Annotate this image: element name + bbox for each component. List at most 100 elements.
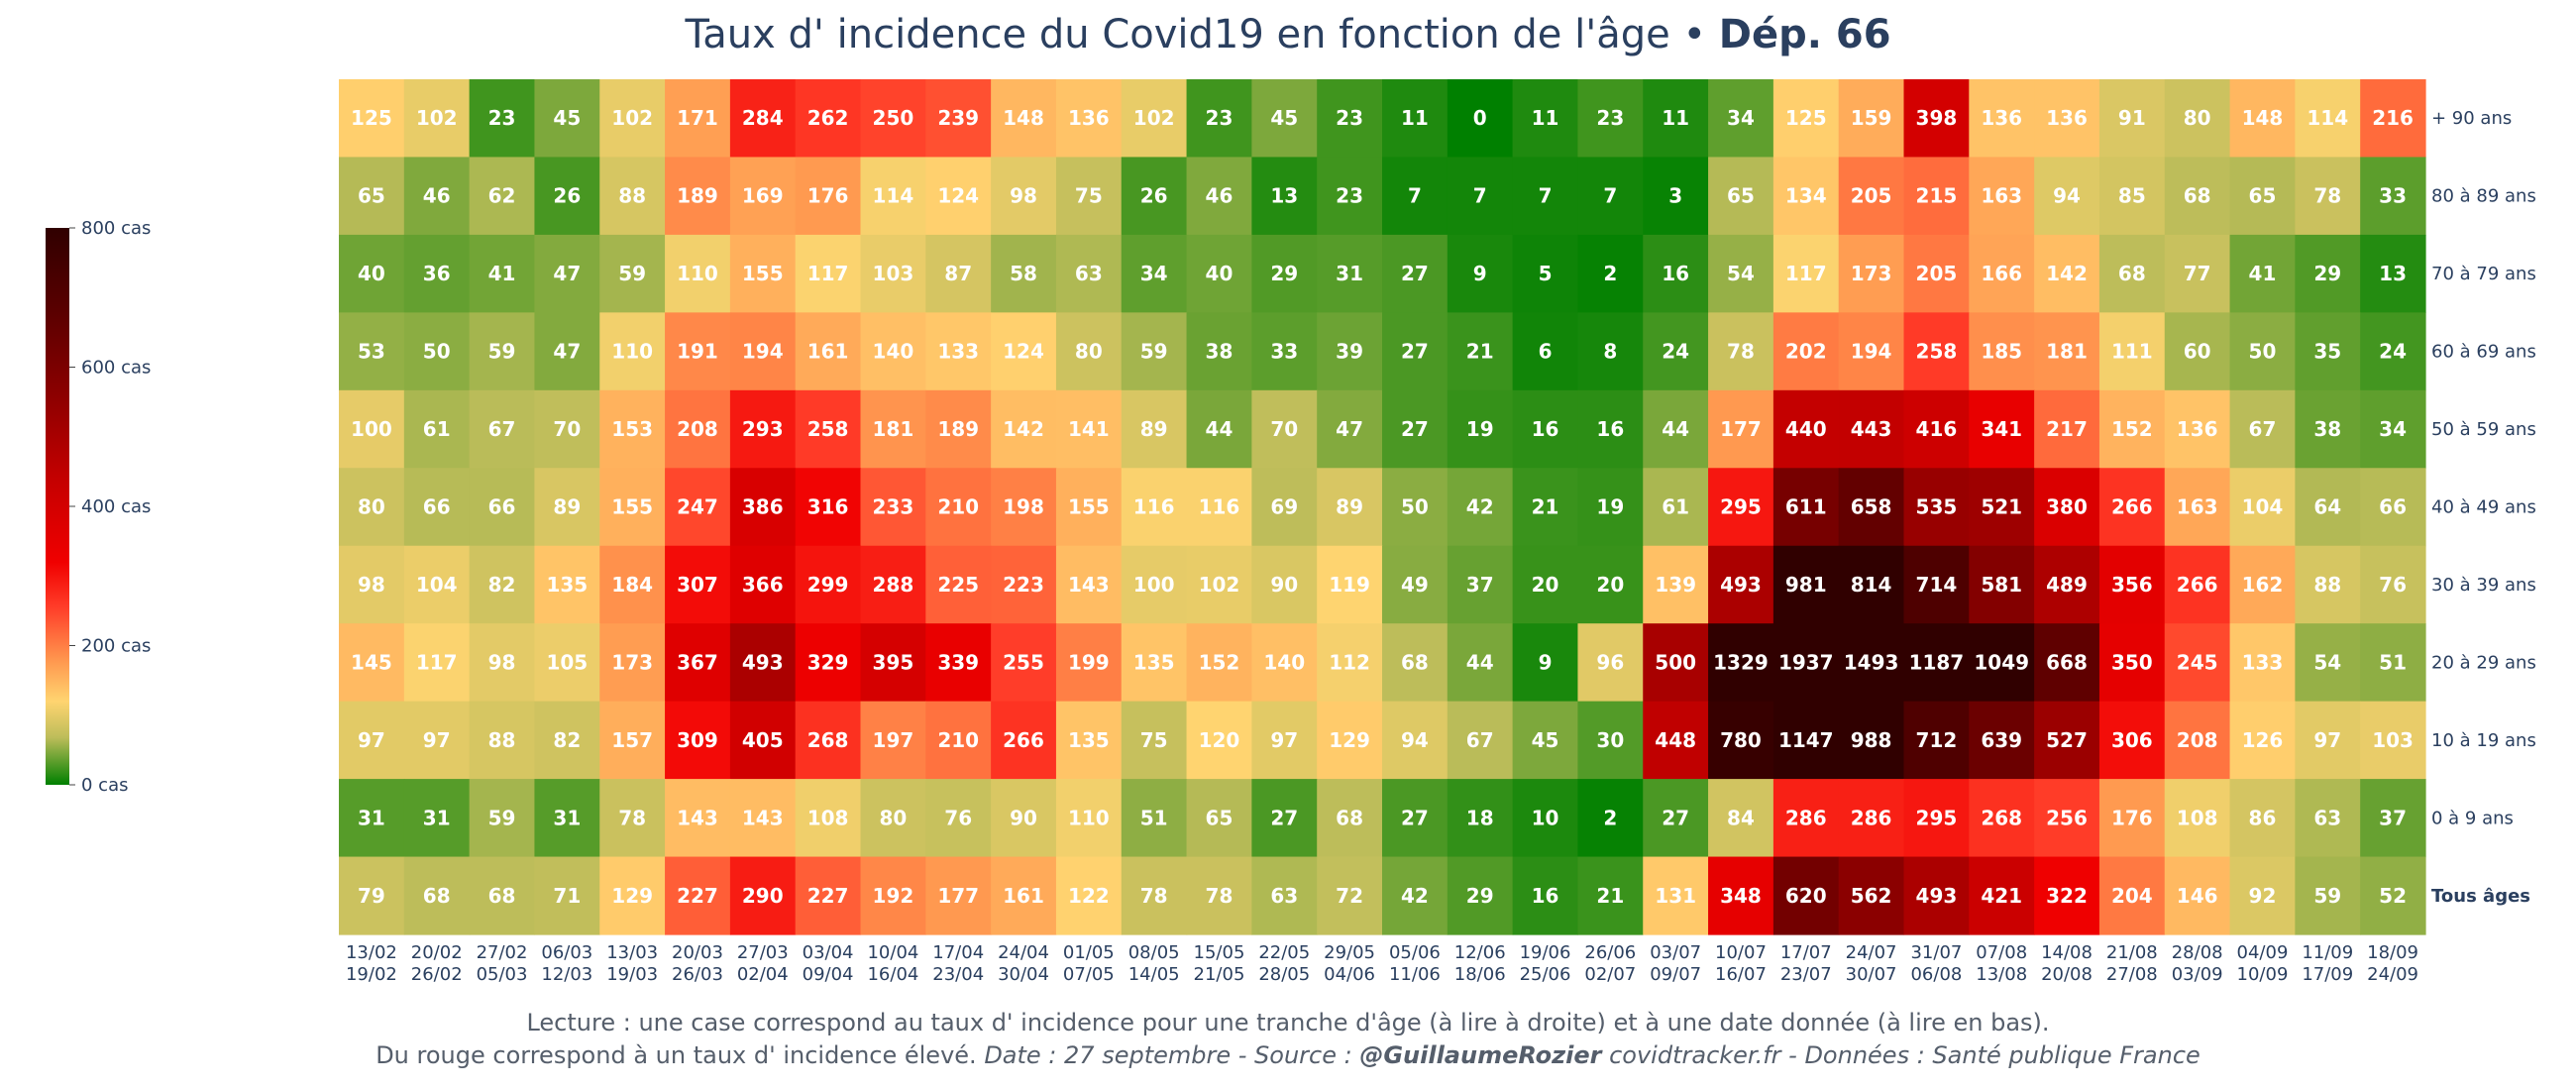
heatmap-cell xyxy=(1838,779,1905,858)
cell-value-label: 247 xyxy=(677,495,718,519)
cell-value-label: 189 xyxy=(677,184,718,208)
heatmap-cell xyxy=(1251,779,1318,858)
x-tick-label: 18/09 24/09 xyxy=(2367,942,2418,985)
cell-value-label: 125 xyxy=(351,106,392,130)
heatmap-cell xyxy=(2229,779,2296,858)
cell-value-label: 45 xyxy=(1532,728,1559,752)
cell-value-label: 92 xyxy=(2249,884,2277,908)
heatmap-cell xyxy=(1447,234,1514,313)
cell-value-label: 208 xyxy=(677,417,718,441)
cell-value-label: 79 xyxy=(358,884,385,908)
cell-value-label: 52 xyxy=(2379,884,2407,908)
cell-value-label: 161 xyxy=(1003,884,1044,908)
heatmap-cell xyxy=(469,779,536,858)
heatmap-cell xyxy=(860,545,926,624)
heatmap-cell xyxy=(2034,856,2100,935)
heatmap-cell xyxy=(729,389,797,469)
cell-value-label: 88 xyxy=(2313,573,2341,597)
heatmap-cell xyxy=(1121,468,1188,547)
cell-value-label: 7 xyxy=(1603,184,1617,208)
cell-value-label: 309 xyxy=(677,728,718,752)
cell-value-label: 91 xyxy=(2118,106,2146,130)
heatmap-cell xyxy=(1317,79,1383,159)
heatmap-cell xyxy=(795,79,862,159)
y-tick-label: 60 à 69 ans xyxy=(2431,342,2536,363)
cell-value-label: 1049 xyxy=(1974,650,2029,674)
cell-value-label: 162 xyxy=(2242,573,2284,597)
heatmap-cell xyxy=(1772,623,1840,703)
cell-value-label: 102 xyxy=(416,106,458,130)
cell-value-label: 293 xyxy=(742,417,784,441)
heatmap-cell xyxy=(1447,79,1514,159)
heatmap-cell xyxy=(729,545,797,624)
x-tick-label: 11/09 17/09 xyxy=(2302,942,2353,985)
colorbar-ticks: 0 cas 200 cas 400 cas 600 cas 800 cas xyxy=(69,218,151,796)
footer-source-line: Du rouge correspond à un taux d' inciden… xyxy=(376,1041,2200,1069)
heatmap-cell xyxy=(665,779,731,858)
cell-value-label: 97 xyxy=(358,728,385,752)
heatmap-cell xyxy=(2295,468,2361,547)
heatmap-cell xyxy=(1969,79,2035,159)
heatmap-cell xyxy=(469,701,536,780)
cell-value-label: 80 xyxy=(358,495,385,519)
heatmap-cell xyxy=(1317,701,1383,780)
cell-value-label: 36 xyxy=(423,262,451,285)
cell-value-label: 82 xyxy=(553,728,581,752)
cell-value-label: 155 xyxy=(611,495,653,519)
heatmap-cell xyxy=(339,157,405,236)
heatmap-cell xyxy=(795,623,862,703)
heatmap-cell xyxy=(795,856,862,935)
heatmap-cell xyxy=(1251,157,1318,236)
heatmap-cell xyxy=(1382,545,1449,624)
cell-value-label: 11 xyxy=(1532,106,1559,130)
cell-value-label: 50 xyxy=(423,340,451,364)
heatmap-cell xyxy=(1577,545,1644,624)
cell-value-label: 31 xyxy=(358,806,385,829)
cell-value-label: 59 xyxy=(2313,884,2341,908)
heatmap-cell xyxy=(1186,779,1252,858)
cell-value-label: 86 xyxy=(2249,806,2277,829)
cell-value-label: 108 xyxy=(807,806,849,829)
cell-value-label: 65 xyxy=(2249,184,2277,208)
heatmap-cell xyxy=(1317,312,1383,391)
cell-value-label: 20 xyxy=(1596,573,1624,597)
cell-value-label: 1493 xyxy=(1844,650,1899,674)
heatmap-cell xyxy=(665,79,731,159)
cell-value-label: 161 xyxy=(807,340,849,364)
cell-value-label: 258 xyxy=(1916,340,1958,364)
cell-value-label: 668 xyxy=(2046,650,2088,674)
cell-value-label: 78 xyxy=(1727,340,1755,364)
heatmap-cell xyxy=(1055,234,1123,313)
heatmap-cell xyxy=(2034,779,2100,858)
cell-value-label: 133 xyxy=(2242,650,2284,674)
cell-value-label: 68 xyxy=(2184,184,2211,208)
heatmap-cell xyxy=(1512,545,1579,624)
cell-value-label: 89 xyxy=(1336,495,1363,519)
cell-value-label: 814 xyxy=(1851,573,1892,597)
heatmap-cell xyxy=(1643,779,1709,858)
heatmap-cell xyxy=(665,312,731,391)
colorbar-tick-label: 600 cas xyxy=(81,358,151,379)
heatmap-cell xyxy=(1838,389,1905,469)
heatmap-cell xyxy=(1055,779,1123,858)
cell-value-label: 89 xyxy=(1140,417,1168,441)
cell-value-label: 23 xyxy=(488,106,516,130)
heatmap-cell xyxy=(860,779,926,858)
heatmap-cell xyxy=(1708,157,1774,236)
cell-value-label: 440 xyxy=(1785,417,1827,441)
cell-value-label: 356 xyxy=(2111,573,2153,597)
cell-value-label: 30 xyxy=(1596,728,1624,752)
heatmap-cell xyxy=(469,157,536,236)
heatmap-cell xyxy=(1512,157,1579,236)
heatmap-cell xyxy=(2295,779,2361,858)
x-tick-label: 08/05 14/05 xyxy=(1128,942,1180,985)
x-tick-label: 01/05 07/05 xyxy=(1063,942,1115,985)
cell-value-label: 98 xyxy=(1010,184,1037,208)
cell-value-label: 284 xyxy=(742,106,784,130)
heatmap-cell xyxy=(991,701,1057,780)
heatmap-cell xyxy=(2295,623,2361,703)
heatmap-cell xyxy=(665,545,731,624)
cell-value-label: 29 xyxy=(2313,262,2341,285)
cell-value-label: 34 xyxy=(1140,262,1168,285)
